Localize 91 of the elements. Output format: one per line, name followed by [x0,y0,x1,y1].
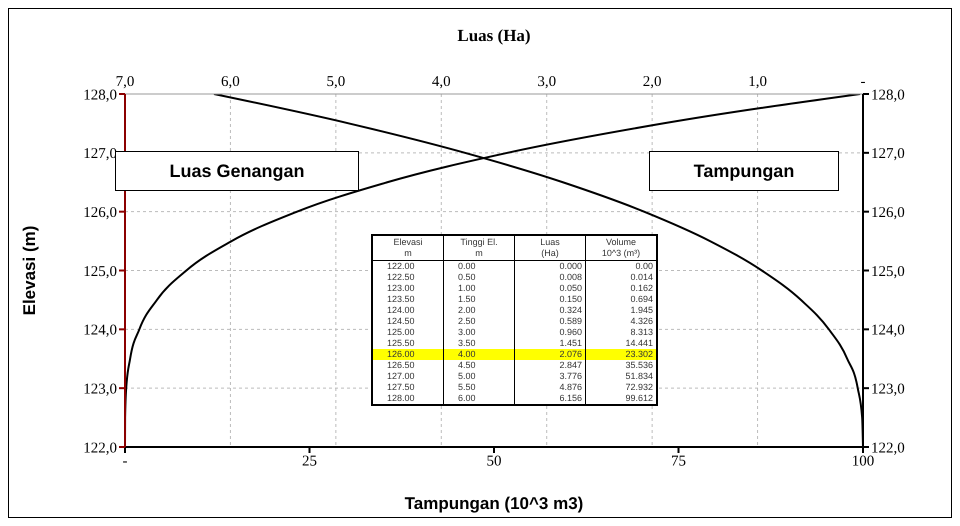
annotation: 2.847 [514,360,586,371]
annotation: 122.50 [372,272,444,283]
annotation: 23.302 [586,349,657,360]
x-axis-title: Tampungan (10^3 m3) [404,494,584,513]
annotation: 0.000 [514,260,586,272]
annotation: 4.00 [444,349,514,360]
annotation: 126.50 [372,360,444,371]
x-tick-label: 75 [671,454,686,470]
y2-tick-label: 128,0 [871,87,905,104]
annotation: 10^3 (m³) [602,248,640,258]
annotation: 5.50 [444,382,514,393]
y2-tick-label: 122,0 [871,440,905,456]
x-tick-label: 50 [486,454,502,470]
annotation: 0.008 [514,272,586,283]
annotation: 2.50 [444,316,514,327]
x2-tick-label: 3,0 [537,74,556,90]
annotation: Tinggi El. [460,237,498,247]
x-tick-label: 25 [302,454,317,470]
x2-tick-label: 6,0 [221,74,240,90]
x2-tick-label: 4,0 [432,74,451,90]
y-tick-label: 126,0 [83,204,117,221]
y-tick-label: 122,0 [83,440,117,456]
annotation: 6.00 [444,393,514,405]
annotation: 4.326 [586,316,657,327]
annotation: 1.00 [444,283,514,294]
annotation: 0.162 [586,283,657,294]
x2-axis-title: Luas (Ha) [457,26,531,46]
x2-tick-label: - [860,74,866,90]
y-tick-label: 124,0 [83,322,117,339]
annotation: 124.00 [372,305,444,316]
x-tick-label: - [122,454,128,470]
annotation: 3.00 [444,327,514,338]
annotation: 2.00 [444,305,514,316]
y-tick-label: 125,0 [83,264,117,280]
annotation: 1.451 [514,338,586,349]
annotation: 125.00 [372,327,444,338]
name-box: Luas Genangan [115,151,359,191]
annotation: 0.50 [444,272,514,283]
annotation: 51.834 [586,371,657,382]
annotation: 2.076 [514,349,586,360]
annotation: 127.00 [372,371,444,382]
annotation: Volume [606,237,636,247]
annotation: 3.50 [444,338,514,349]
annotation: 0.589 [514,316,586,327]
annotation: 126.00 [372,349,444,360]
annotation: 99.612 [586,393,657,405]
annotation: Elevasi [393,237,422,247]
annotation: 124.50 [372,316,444,327]
annotation: 35.536 [586,360,657,371]
y-tick-label: 128,0 [83,87,117,104]
annotation: 1.50 [444,294,514,305]
annotation: 14.441 [586,338,657,349]
y2-tick-label: 123,0 [871,381,905,398]
annotation: 0.050 [514,283,586,294]
y2-tick-label: 124,0 [871,322,905,339]
annotation: 8.313 [586,327,657,338]
annotation: 127.50 [372,382,444,393]
annotation: 128.00 [372,393,444,405]
annotation: 0.014 [586,272,657,283]
x-tick-label: 100 [852,454,874,470]
y2-tick-label: 126,0 [871,204,905,221]
annotation: m [404,248,412,258]
annotation: 3.776 [514,371,586,382]
y2-tick-label: 127,0 [871,146,905,162]
name-box: Tampungan [649,151,839,191]
annotation: 0.694 [586,294,657,305]
y-tick-label: 123,0 [83,381,117,398]
annotation: m [475,248,483,258]
annotation: 123.50 [372,294,444,305]
annotation: 125.50 [372,338,444,349]
annotation: 0.960 [514,327,586,338]
annotation: 0.150 [514,294,586,305]
annotation: (Ha) [541,248,559,258]
annotation: 0.324 [514,305,586,316]
annotation: 1.945 [586,305,657,316]
y-axis-title: Elevasi (m) [20,226,40,316]
x2-tick-label: 5,0 [326,74,346,90]
annotation: 0.00 [586,260,657,272]
annotation: 5.00 [444,371,514,382]
annotation: 6.156 [514,393,586,405]
annotation: 0.00 [444,260,514,272]
annotation: Luas [540,237,560,247]
annotation: 72.932 [586,382,657,393]
y2-tick-label: 125,0 [871,264,905,280]
annotation: 4.876 [514,382,586,393]
annotation: 123.00 [372,283,444,294]
x2-tick-label: 7,0 [116,74,134,90]
annotation: 4.50 [444,360,514,371]
annotation: 122.00 [372,260,444,272]
x2-tick-label: 1,0 [748,74,767,90]
x2-tick-label: 2,0 [642,74,662,90]
